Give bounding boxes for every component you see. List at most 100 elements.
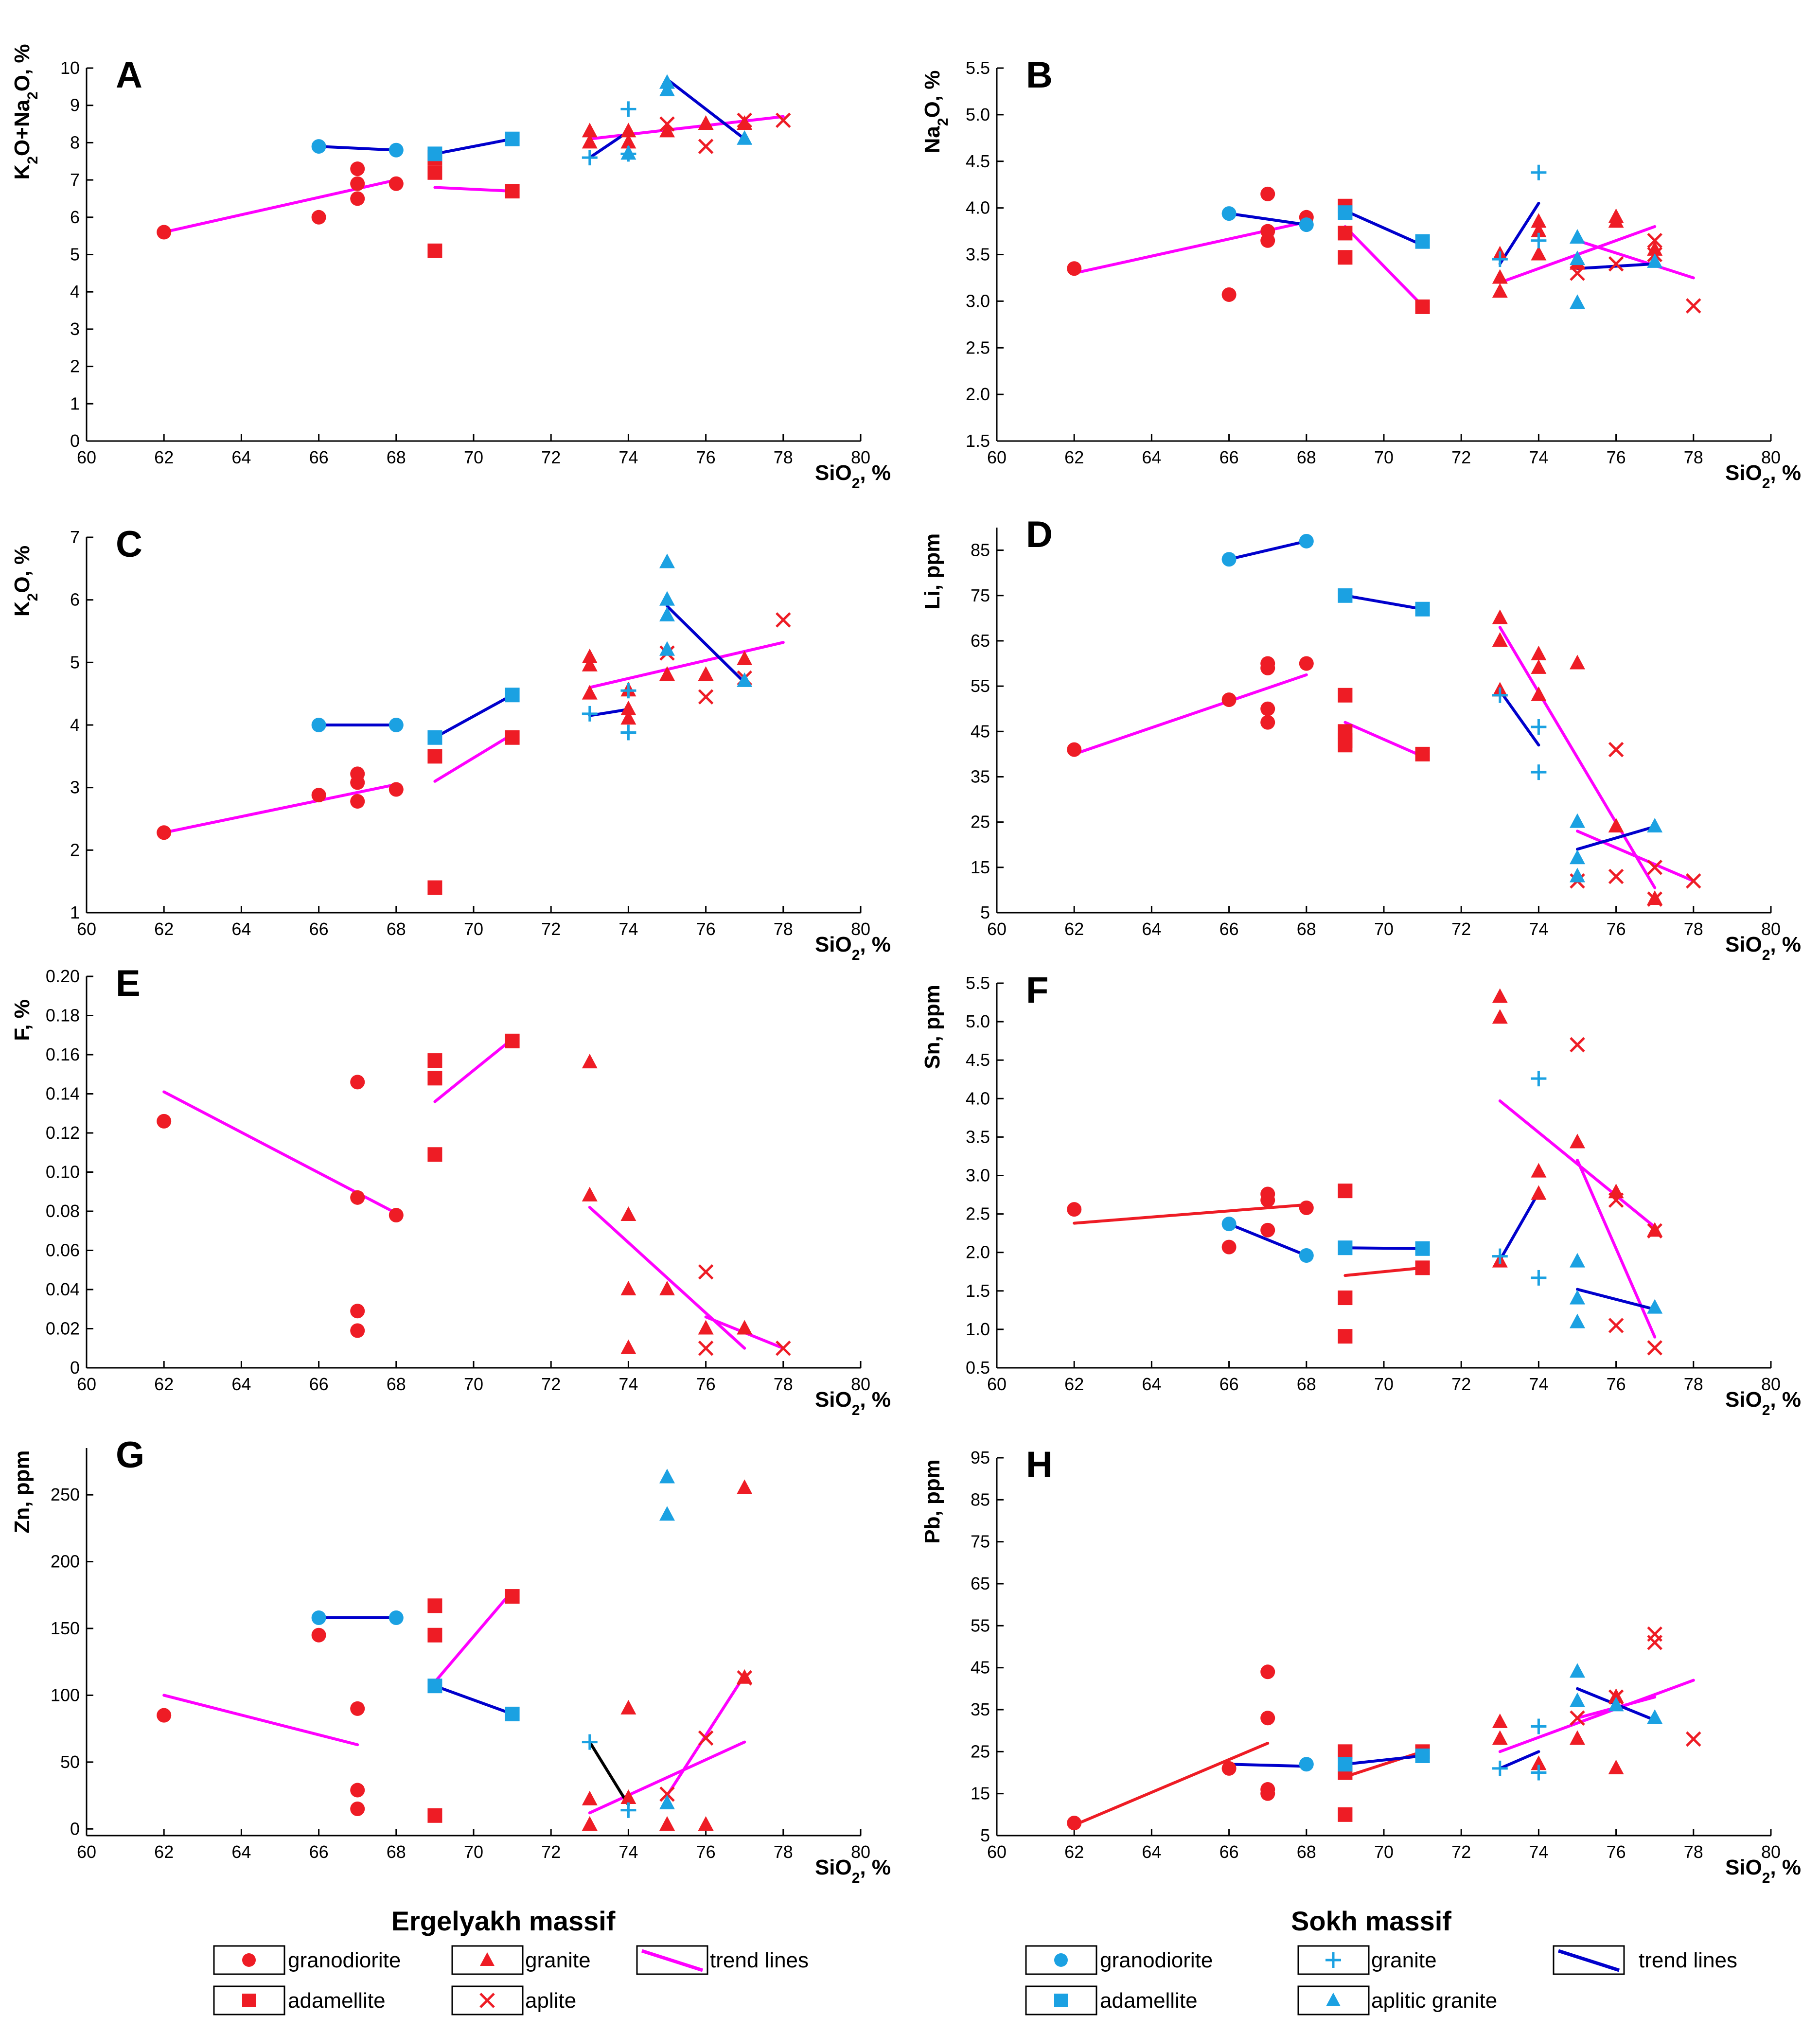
marker-ergelyakh-granite — [620, 1699, 636, 1715]
y-axis-label: Na2O, % — [920, 71, 951, 154]
y-tick-label: 0.14 — [46, 1084, 80, 1104]
marker-ergelyakh-granite — [698, 1816, 714, 1831]
marker-ergelyakh-granodiorite — [1221, 692, 1237, 707]
y-tick-label: 0.04 — [46, 1279, 80, 1299]
y-tick-label: 0 — [70, 1358, 80, 1378]
x-tick-label: 68 — [387, 1842, 406, 1862]
marker-ergelyakh-granite — [1608, 213, 1624, 228]
marker-ergelyakh-aplite — [659, 1786, 675, 1802]
marker-ergelyakh-aplite — [1608, 868, 1624, 884]
y-tick-label: 95 — [971, 1448, 990, 1467]
y-tick-label: 1.0 — [966, 1319, 990, 1339]
marker-ergelyakh-granodiorite — [350, 1323, 365, 1338]
legend-item-sokh-trend-lines: trend lines — [1553, 1945, 1737, 1975]
marker-ergelyakh-adamellite — [427, 749, 442, 764]
panel-label: A — [116, 54, 142, 96]
marker-ergelyakh-granite — [582, 1054, 598, 1069]
legend-item-ergelyakh-trend-lines: trend lines — [636, 1945, 809, 1975]
marker-ergelyakh-granite — [1492, 609, 1508, 624]
x-tick-label: 60 — [987, 447, 1007, 467]
trend-line — [162, 1694, 359, 1747]
marker-sokh-granodiorite — [1221, 552, 1237, 567]
trend-line — [1576, 239, 1695, 280]
marker-ergelyakh-adamellite — [427, 880, 442, 895]
x-tick-label: 72 — [541, 919, 561, 939]
chart-e: 60 62 64 66 68 70 72 74 76 78 80 0 0.02 0.04 0.06 0.08 0… — [10, 963, 891, 1418]
trend-line — [1576, 1158, 1657, 1339]
x-tick-label: 72 — [1451, 447, 1471, 467]
legend-label: granite — [525, 1948, 591, 1972]
x-tick-label: 62 — [1064, 1842, 1084, 1862]
marker-sokh-adamellite — [1338, 205, 1353, 220]
marker-ergelyakh-granite — [1531, 222, 1547, 237]
x-axis-label: SiO2, % — [815, 933, 891, 963]
x-tick-label: 68 — [1297, 447, 1316, 467]
panel-label: C — [116, 524, 142, 565]
trend-line — [1343, 1754, 1424, 1766]
marker-sokh-aplitic-granite — [1570, 813, 1585, 828]
marker-sokh-granite — [1531, 1270, 1547, 1286]
x-tick-label: 72 — [1451, 1374, 1471, 1394]
x-tick-label: 72 — [541, 447, 561, 467]
marker-sokh-granite — [1492, 687, 1508, 703]
marker-sokh-aplitic-granite — [1570, 1290, 1585, 1305]
marker-ergelyakh-aplite — [1647, 1340, 1662, 1356]
marker-ergelyakh-granodiorite — [1260, 1711, 1275, 1726]
y-tick-label: 5 — [70, 245, 80, 265]
marker-sokh-granite — [582, 706, 598, 722]
marker-ergelyakh-granodiorite — [311, 788, 326, 803]
x-tick-label: 64 — [231, 919, 251, 939]
x-tick-label: 78 — [1684, 919, 1703, 939]
y-tick-label: 45 — [971, 1658, 990, 1678]
marker-sokh-aplitic-granite — [1608, 1697, 1624, 1712]
marker-sokh-aplitic-granite — [1570, 229, 1585, 244]
marker-ergelyakh-granodiorite — [1260, 715, 1275, 730]
y-tick-label: 0 — [70, 1819, 80, 1839]
marker-ergelyakh-aplite — [1647, 860, 1662, 875]
y-tick-label: 0.20 — [46, 966, 80, 986]
y-tick-label: 65 — [971, 631, 990, 651]
marker-ergelyakh-granite — [1608, 1759, 1624, 1774]
marker-sokh-granite — [1531, 719, 1547, 735]
marker-ergelyakh-granite — [1570, 654, 1585, 670]
marker-ergelyakh-aplite — [776, 612, 791, 628]
marker-sokh-granite — [1492, 1760, 1508, 1776]
trend-line-icon — [1557, 1949, 1620, 1972]
marker-ergelyakh-granite — [1531, 1755, 1547, 1770]
marker-ergelyakh-granite — [1492, 1009, 1508, 1024]
marker-ergelyakh-granodiorite — [350, 176, 365, 191]
y-tick-label: 1.5 — [966, 1281, 990, 1301]
marker-ergelyakh-aplite — [698, 689, 714, 705]
marker-ergelyakh-granite — [620, 1206, 636, 1221]
x-axis-label: SiO2, % — [1725, 461, 1801, 492]
trend-line — [1227, 212, 1308, 227]
marker-sokh-granodiorite — [1221, 1217, 1237, 1232]
y-axis-label: Pb, ppm — [920, 1459, 944, 1544]
circle-marker-icon — [1054, 1953, 1068, 1967]
marker-sokh-granodiorite — [389, 142, 404, 158]
marker-sokh-adamellite — [505, 131, 520, 146]
x-axis-label: SiO2, % — [815, 1856, 891, 1886]
marker-ergelyakh-granodiorite — [1260, 1193, 1275, 1208]
y-tick-label: 3.0 — [966, 291, 990, 311]
marker-ergelyakh-granodiorite — [157, 225, 172, 240]
marker-ergelyakh-adamellite — [505, 1589, 520, 1604]
y-tick-label: 4.5 — [966, 151, 990, 171]
y-tick-label: 5 — [980, 902, 990, 922]
trend-line — [1498, 689, 1540, 747]
marker-ergelyakh-aplite — [1686, 873, 1701, 889]
x-axis-label: SiO2, % — [815, 461, 891, 492]
y-tick-label: 4 — [70, 282, 80, 301]
x-tick-label: 78 — [1684, 1374, 1703, 1394]
y-tick-label: 0.10 — [46, 1162, 80, 1182]
marker-ergelyakh-granite — [582, 1186, 598, 1202]
trend-line — [433, 1684, 514, 1715]
trend-line — [1227, 1763, 1308, 1768]
y-tick-label: 0.16 — [46, 1044, 80, 1064]
x-tick-label: 64 — [1142, 1842, 1161, 1862]
marker-sokh-granite — [582, 1734, 598, 1750]
trend-line — [433, 137, 514, 156]
y-tick-label: 2.0 — [966, 384, 990, 404]
marker-ergelyakh-granite — [698, 115, 714, 130]
x-marker-icon — [479, 1993, 495, 2008]
